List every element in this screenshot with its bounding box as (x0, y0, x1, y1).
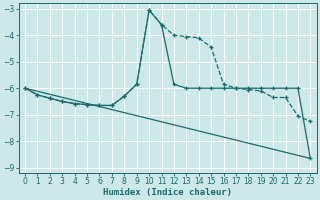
X-axis label: Humidex (Indice chaleur): Humidex (Indice chaleur) (103, 188, 232, 197)
